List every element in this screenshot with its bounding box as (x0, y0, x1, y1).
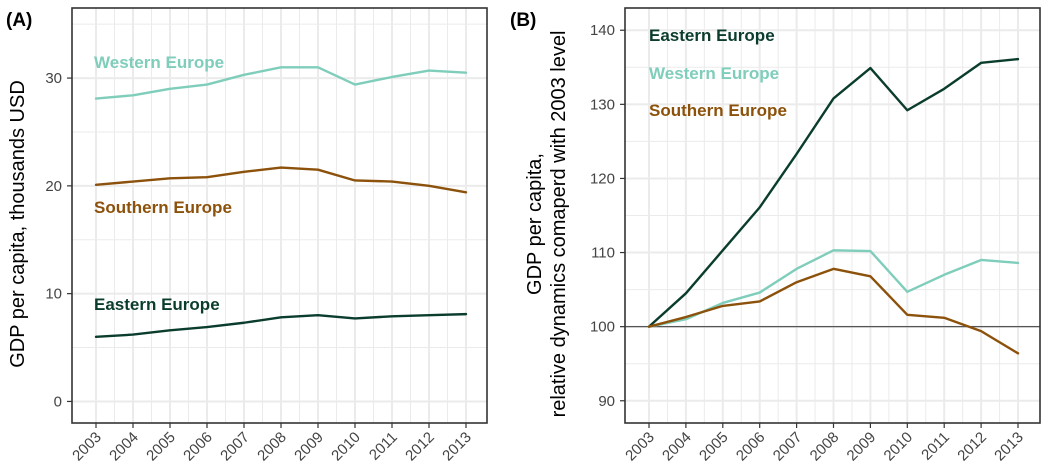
panel-b-x-tick-label: 2013 (991, 429, 1027, 465)
panel-a-x-tick-label: 2012 (402, 429, 438, 465)
panel-b-y-tick-label: 120 (590, 170, 615, 187)
panel-b-label-western-europe: Western Europe (649, 64, 779, 83)
panel-b-x-tick-label: 2010 (881, 429, 917, 465)
panel-b-x-tick-label: 2011 (918, 429, 953, 464)
panel-b-y-tick-label: 110 (591, 245, 615, 262)
panel-a-line-western-europe (94, 66, 468, 100)
panel-a-y-tick-label: 0 (54, 393, 62, 410)
panel-a-label: (A) (6, 10, 32, 31)
panel-a-x-tick-label: 2003 (69, 429, 105, 465)
panel-b-frame (624, 7, 1041, 424)
panel-b-x-tick-label: 2009 (844, 429, 880, 465)
panel-b-x-tick-label: 2004 (659, 429, 695, 465)
panel-b-label: (B) (510, 10, 536, 31)
panel-a-line-eastern-europe (94, 312, 468, 338)
panel-a-label-eastern-europe: Eastern Europe (94, 295, 220, 314)
panel-a-label-western-europe: Western Europe (94, 53, 224, 72)
panel-a-y-axis-label: GDP per capita, thousands USD (7, 80, 29, 368)
panel-a: (A) GDP per capita, thousands USD Wester… (6, 7, 488, 465)
panel-a-y-tick-label: 30 (45, 70, 62, 87)
panel-b-x-tick-label: 2003 (622, 429, 658, 465)
panel-b-label-eastern-europe: Eastern Europe (649, 26, 775, 45)
panel-b-y-tick-label: 140 (590, 22, 615, 39)
panel-a-x-tick-label: 2007 (217, 429, 253, 465)
panel-a-label-southern-europe: Southern Europe (94, 198, 232, 217)
panel-b-x-tick-label: 2007 (770, 429, 806, 465)
panel-a-grid (72, 8, 487, 423)
panel-b-y-tick-label: 130 (590, 96, 615, 113)
panel-b-label-southern-europe: Southern Europe (649, 101, 787, 120)
panel-a-x-tick-label: 2013 (439, 429, 475, 465)
panel-a-x-tick-label: 2009 (291, 429, 327, 465)
panel-b-y-axis-label-line2: relative dynamics comaperd with 2003 lev… (548, 31, 570, 418)
panel-b: (B) GDP per capita, relative dynamics co… (510, 7, 1041, 464)
panel-a-line-southern-europe (94, 166, 468, 194)
panel-b-x-tick-label: 2012 (954, 429, 990, 465)
panel-b-y-tick-label: 100 (590, 319, 615, 336)
panel-a-y-tick-label: 20 (45, 178, 62, 195)
panel-b-x-tick-label: 2006 (733, 429, 769, 465)
panel-b-line-southern-europe (647, 267, 1020, 355)
panel-a-series-labels: Western Europe Southern Europe Eastern Eur… (94, 53, 232, 314)
panel-a-series (94, 66, 468, 338)
panel-a-x-tick-label: 2004 (106, 429, 142, 465)
panel-b-y-axis-label-line1: GDP per capita, (524, 153, 546, 295)
panel-a-x-tick-label: 2011 (366, 429, 401, 464)
panel-a-x-tick-label: 2008 (254, 429, 290, 465)
panel-a-y-tick-label: 10 (45, 286, 62, 303)
panel-a-x-tick-label: 2010 (328, 429, 364, 465)
panel-b-y-tick-label: 90 (598, 393, 615, 410)
panel-a-x-tick-label: 2005 (143, 429, 179, 465)
panel-a-x-tick-label: 2006 (180, 429, 216, 465)
panel-b-x-tick-label: 2005 (696, 429, 732, 465)
panel-b-line-eastern-europe (647, 57, 1020, 328)
panel-b-series-labels: Eastern Europe Western Europe Southern Eur… (649, 26, 787, 120)
panel-b-x-tick-label: 2008 (807, 429, 843, 465)
panel-a-frame (71, 7, 488, 424)
panel-b-series (647, 57, 1020, 355)
